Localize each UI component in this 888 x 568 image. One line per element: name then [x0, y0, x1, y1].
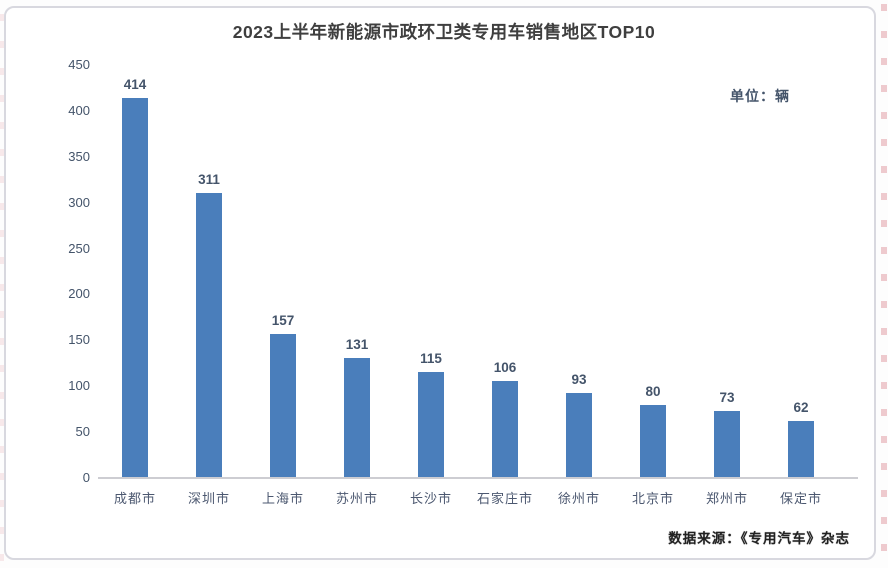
bar-value-label: 93	[571, 371, 587, 387]
y-tick-label: 450	[68, 57, 90, 72]
category-label: 郑州市	[705, 491, 748, 506]
category-label: 徐州市	[557, 491, 600, 506]
category-label: 石家庄市	[476, 491, 533, 506]
bar	[566, 392, 592, 478]
category-label: 长沙市	[409, 491, 452, 506]
y-tick-label: 150	[68, 332, 90, 348]
bar	[344, 357, 370, 478]
bar-column: 80	[616, 65, 690, 478]
bar-column: 157	[246, 65, 320, 478]
bar-value-label: 62	[793, 400, 809, 416]
bar-value-label: 311	[198, 171, 220, 187]
y-tick-label: 350	[68, 148, 90, 164]
bar-column: 311	[172, 65, 246, 478]
chart-title: 2023上半年新能源市政环卫类专用车销售地区TOP10	[232, 22, 656, 42]
bar-value-label: 115	[420, 351, 442, 367]
bar	[196, 192, 222, 478]
category-label: 保定市	[779, 491, 822, 506]
bar-column: 115	[394, 65, 468, 478]
y-tick-label: 0	[82, 470, 90, 485]
category-label: 北京市	[631, 491, 674, 506]
y-tick-label: 200	[68, 286, 90, 302]
category-label: 成都市	[113, 491, 156, 506]
bar-column: 131	[320, 65, 394, 478]
bar-column: 73	[690, 65, 764, 478]
x-axis-baseline	[98, 477, 858, 479]
bar-column: 106	[468, 65, 542, 478]
y-tick-label: 100	[68, 378, 90, 394]
unit-label: 单位：辆	[730, 88, 790, 104]
right-edge-dashes	[881, 4, 887, 564]
bar	[418, 372, 444, 478]
bar-value-label: 73	[719, 390, 735, 406]
bar	[640, 404, 666, 478]
category-label: 深圳市	[187, 491, 230, 506]
bar	[788, 421, 814, 478]
plot-area: 414 311 157 131 115 106 93 80 73 62	[98, 65, 838, 478]
category-label: 上海市	[261, 491, 304, 506]
y-tick-label: 300	[68, 194, 90, 210]
y-tick-label: 400	[68, 102, 90, 118]
y-tick-label: 250	[68, 240, 90, 256]
bar-value-label: 131	[345, 336, 369, 352]
bar-value-label: 414	[123, 77, 147, 93]
category-label: 苏州市	[335, 491, 378, 506]
bar-value-label: 80	[645, 383, 661, 399]
bar-value-label: 157	[271, 312, 295, 328]
y-tick-label: 50	[75, 424, 90, 440]
bar-column: 414	[98, 65, 172, 478]
bar	[122, 98, 148, 478]
bar	[492, 380, 518, 478]
bar-value-label: 106	[493, 359, 517, 375]
bar-column: 93	[542, 65, 616, 478]
bar	[714, 411, 740, 478]
data-source-note: 数据来源：《专用汽车》杂志	[668, 531, 850, 546]
bar-column: 62	[764, 65, 838, 478]
bar	[270, 333, 296, 478]
